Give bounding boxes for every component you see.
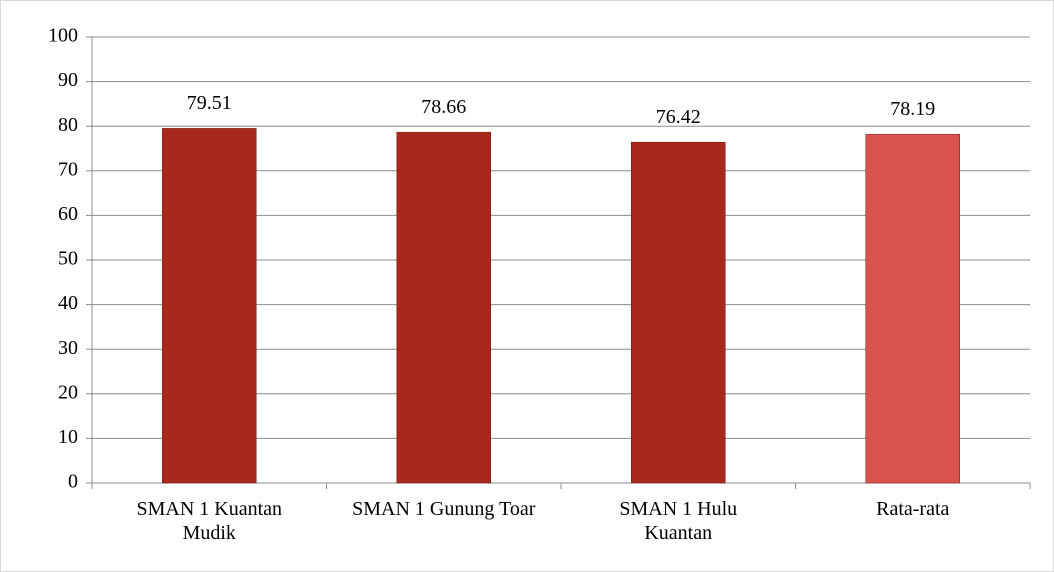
x-tick-label: SMAN 1 Kuantan Mudik [136,498,283,544]
bar [396,131,491,484]
y-tick-label: 90 [58,69,78,91]
bar [631,141,726,484]
x-tick-label: SMAN 1 Gunung Toar [352,498,536,520]
data-label: 79.51 [187,92,232,114]
y-tick-label: 70 [58,158,78,180]
bar [162,128,257,484]
y-tick-label: 40 [58,292,78,314]
y-tick-label: 20 [58,381,78,403]
y-tick-label: 100 [48,25,78,47]
y-tick-label: 60 [58,203,78,225]
data-label: 78.19 [890,98,935,120]
bar [865,134,960,484]
x-tick-label: Rata-rata [876,498,950,520]
y-tick-label: 0 [68,471,78,493]
y-tick-label: 80 [58,114,78,136]
data-label: 76.42 [656,106,701,128]
y-tick-label: 50 [58,248,78,270]
y-tick-label: 10 [58,426,78,448]
y-tick-label: 30 [58,337,78,359]
data-label: 78.66 [421,96,466,118]
x-tick-label: SMAN 1 Hulu Kuantan [619,498,738,544]
